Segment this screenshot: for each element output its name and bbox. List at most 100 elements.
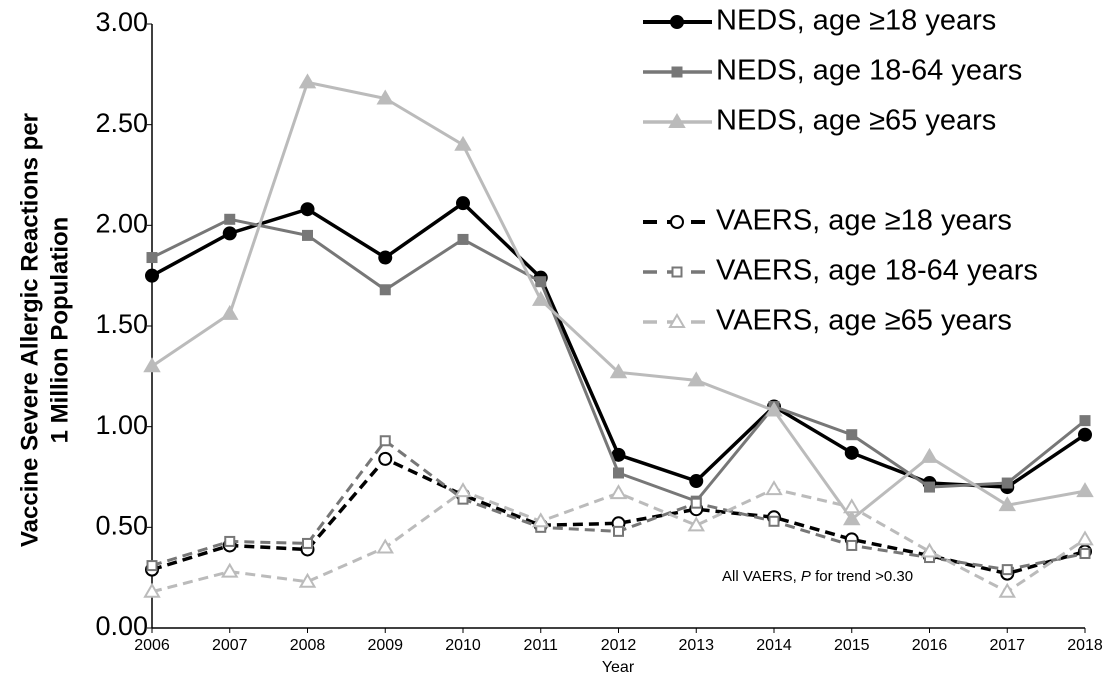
marker [844, 445, 859, 460]
marker [378, 250, 393, 265]
marker [224, 213, 236, 225]
annotation-part: P [801, 568, 811, 585]
marker [532, 512, 550, 528]
marker [456, 196, 470, 211]
y-axis-label-line: 1 Million Population [46, 217, 73, 444]
y-axis-label-line: Vaccine Severe Allergic Reactions per [16, 113, 43, 547]
marker [609, 484, 628, 500]
marker [846, 539, 858, 551]
marker [1079, 415, 1091, 427]
marker [920, 542, 939, 558]
annotation-part: All VAERS, [722, 568, 801, 585]
legend-marker [668, 113, 686, 128]
marker [457, 233, 469, 245]
marker [689, 474, 704, 489]
legend-label: VAERS, age 18-64 years [716, 255, 1038, 287]
series-line [151, 487, 1086, 594]
legend-marker [668, 313, 686, 328]
marker [221, 562, 239, 578]
marker [376, 538, 394, 554]
marker [454, 135, 472, 151]
x-tick-label: 2009 [367, 637, 403, 654]
legend-entry: NEDS, age 18-64 years [643, 55, 1022, 87]
marker [1076, 482, 1094, 498]
annotation-part: for trend >0.30 [811, 568, 913, 585]
marker [302, 537, 313, 549]
x-axis-label: Year [602, 659, 635, 676]
x-tick-label: 2007 [212, 637, 248, 654]
y-axis-label: Vaccine Severe Allergic Reactions per 1 … [16, 113, 73, 547]
legend-marker [670, 15, 684, 29]
x-tick-label: 2008 [290, 637, 326, 654]
marker [613, 467, 624, 479]
marker [221, 304, 239, 320]
x-tick-label: 2011 [524, 637, 559, 654]
x-tick-label: 2018 [1067, 637, 1103, 654]
marker [765, 480, 783, 496]
y-tick-label: 1.00 [95, 410, 148, 440]
marker [609, 363, 628, 379]
marker [998, 496, 1016, 512]
legend-label: NEDS, age ≥18 years [716, 5, 996, 37]
legend-entry: NEDS, age ≥18 years [643, 5, 996, 37]
y-tick-label: 2.50 [95, 108, 148, 138]
marker [998, 582, 1016, 598]
y-tick-label: 1.50 [95, 309, 148, 339]
marker [300, 202, 315, 217]
marker [843, 510, 861, 526]
legend-label: NEDS, age 18-64 years [716, 55, 1022, 87]
marker [298, 73, 317, 89]
x-tick-label: 2013 [678, 637, 714, 654]
marker [222, 226, 237, 241]
legend-label: VAERS, age ≥18 years [716, 205, 1012, 237]
marker [378, 451, 393, 466]
series [143, 73, 1094, 526]
marker [143, 582, 161, 598]
marker [454, 482, 472, 498]
legend-entry: VAERS, age ≥18 years [643, 205, 1012, 237]
series [145, 196, 1092, 495]
marker [376, 89, 394, 105]
y-tick-label: 3.00 [95, 7, 148, 37]
marker [146, 560, 158, 572]
marker [379, 435, 391, 447]
marker [1079, 548, 1091, 560]
legend-marker [670, 215, 684, 229]
marker [302, 229, 313, 241]
marker [920, 447, 939, 463]
marker [143, 357, 161, 373]
marker [687, 516, 705, 532]
annotation: All VAERS, P for trend >0.30 [722, 568, 913, 585]
legend-entry: VAERS, age 18-64 years [643, 255, 1038, 287]
series-line [151, 200, 1086, 489]
x-tick-label: 2006 [134, 637, 170, 654]
marker [768, 515, 780, 527]
y-tick-label: 0.50 [95, 510, 148, 540]
x-tick-label: 2017 [989, 637, 1025, 654]
legend-marker [671, 266, 683, 278]
series [143, 480, 1094, 598]
marker [298, 572, 317, 588]
marker [1076, 530, 1094, 546]
y-tick-label: 0.00 [95, 611, 148, 641]
y-tick-label: 2.00 [95, 208, 148, 238]
marker [765, 401, 783, 417]
marker [146, 252, 158, 264]
legend-label: NEDS, age ≥65 years [716, 105, 996, 137]
marker [687, 371, 705, 387]
series [146, 435, 1091, 576]
marker [690, 497, 702, 509]
marker [1001, 477, 1013, 489]
marker [1001, 564, 1013, 576]
marker [924, 481, 935, 493]
x-tick-label: 2012 [601, 637, 637, 654]
x-tick-label: 2016 [912, 637, 948, 654]
marker [532, 290, 550, 306]
marker [843, 498, 861, 514]
marker [379, 284, 391, 296]
marker [1078, 427, 1092, 442]
marker [145, 268, 159, 283]
x-tick-label: 2015 [834, 637, 870, 654]
marker [846, 429, 858, 441]
